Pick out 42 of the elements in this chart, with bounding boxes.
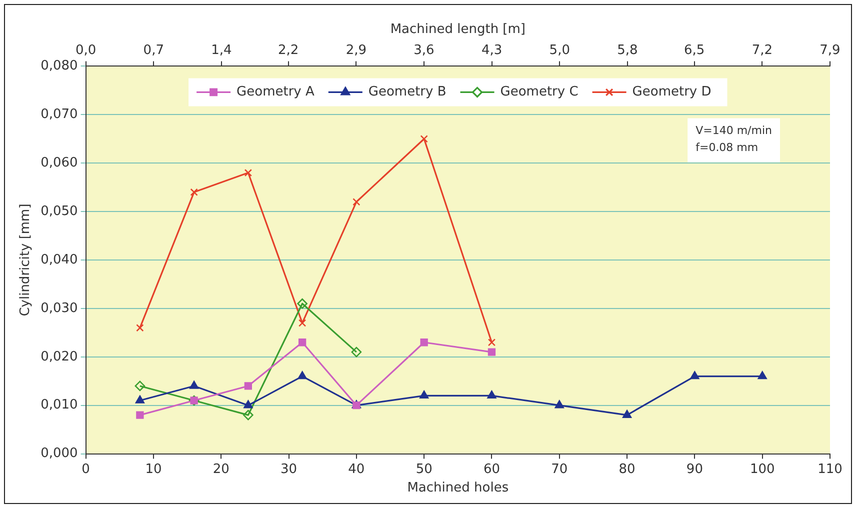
- x-tick-label: 90: [686, 462, 703, 477]
- x-tick-label: 30: [280, 462, 298, 477]
- annotation: f=0.08 mm: [696, 141, 758, 154]
- x-tick-label: 60: [483, 462, 500, 477]
- x2-tick-label: 2,9: [346, 42, 367, 58]
- x-tick-label: 0: [82, 462, 90, 477]
- y-tick-label: 0,070: [40, 107, 78, 122]
- x-tick-label: 70: [551, 462, 568, 477]
- x2-tick-label: 4,3: [481, 42, 502, 58]
- x2-tick-label: 7,9: [820, 42, 840, 58]
- y-tick-label: 0,000: [40, 446, 78, 462]
- x2-tick-label: 6,5: [684, 42, 705, 58]
- x2-tick-label: 2,2: [278, 42, 299, 58]
- x2-tick-label: 0,7: [143, 42, 164, 58]
- x2-tick-label: 7,2: [752, 42, 773, 58]
- x2-axis-title: Machined length [m]: [390, 22, 526, 38]
- x2-tick-label: 5,8: [617, 42, 638, 58]
- y-tick-label: 0,040: [40, 252, 78, 268]
- x-tick-label: 80: [618, 462, 636, 477]
- x-tick-label: 40: [348, 462, 365, 477]
- x-tick-label: 20: [212, 462, 230, 477]
- x2-tick-label: 0,0: [75, 42, 96, 58]
- x2-tick-label: 3,6: [414, 42, 434, 58]
- x2-tick-label: 5,0: [549, 42, 570, 58]
- y-tick-label: 0,060: [40, 155, 78, 170]
- y-tick-label: 0,080: [40, 58, 78, 74]
- annotation: V=140 m/min: [696, 124, 772, 138]
- legend-label: Geometry A: [236, 84, 315, 100]
- x-axis-title: Machined holes: [407, 480, 509, 496]
- y-tick-label: 0,010: [40, 398, 78, 413]
- legend-label: Geometry B: [368, 84, 446, 100]
- x-tick-label: 110: [818, 462, 842, 477]
- y-axis-title: Cylindricity [mm]: [18, 204, 34, 316]
- x-tick-label: 100: [750, 462, 775, 477]
- y-tick-label: 0,020: [40, 349, 78, 364]
- y-tick-label: 0,030: [40, 300, 78, 316]
- x2-tick-label: 1,4: [211, 42, 232, 58]
- legend-label: Geometry C: [500, 84, 578, 100]
- x-tick-label: 10: [145, 462, 162, 477]
- y-tick-label: 0,050: [40, 204, 78, 219]
- x-tick-label: 50: [416, 462, 432, 477]
- legend-label: Geometry D: [632, 84, 712, 100]
